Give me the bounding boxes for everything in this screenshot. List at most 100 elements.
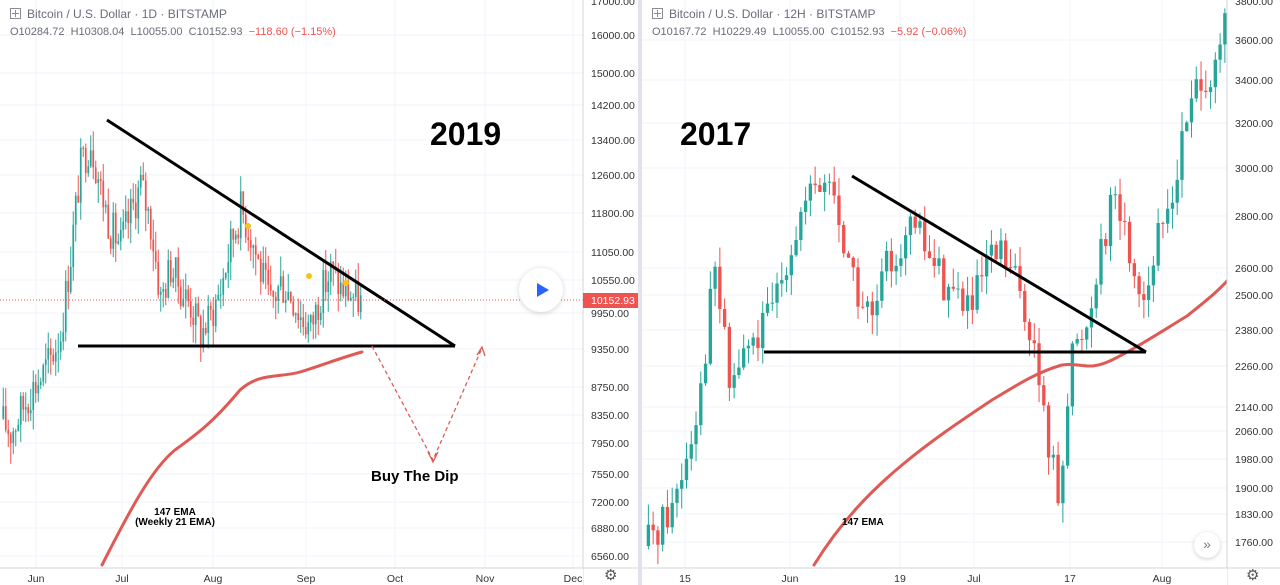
candle-body <box>1042 385 1046 406</box>
candle-body <box>42 365 45 382</box>
chart-2019-symbol: Bitcoin / U.S. Dollar · 1D · BITSTAMP <box>27 7 227 21</box>
time-tick-label: 19 <box>894 573 906 585</box>
candle-body <box>47 348 50 360</box>
candle-body <box>27 407 30 414</box>
candle-body <box>1151 265 1156 286</box>
candle-body <box>232 228 235 240</box>
candle-body <box>94 167 97 183</box>
ohlc-open-label: O10284.72 <box>10 26 65 38</box>
time-tick-label: Aug <box>204 573 223 585</box>
candle-body <box>846 253 851 258</box>
last-price-badge <box>583 293 640 308</box>
candle-body <box>322 270 325 313</box>
time-axis[interactable]: 15 Jun 19 Jul 17 Aug <box>642 567 1280 585</box>
candle-body <box>1142 294 1146 300</box>
price-tick-label: 2600.00 <box>1235 263 1273 275</box>
year-overlay-label: 2019 <box>430 116 501 152</box>
last-price-label: 10152.93 <box>591 295 635 307</box>
candle-body <box>1018 266 1022 292</box>
time-tick-label: 15 <box>679 573 691 585</box>
trendline <box>851 174 1147 354</box>
candle-body <box>656 530 660 545</box>
candle-body <box>309 315 312 323</box>
candle-body <box>713 266 717 289</box>
price-axis[interactable]: 3800.00 3600.00 3400.00 3200.00 3000.00 2800.… <box>1226 0 1280 585</box>
candle-body <box>861 306 865 308</box>
candle-body <box>284 299 287 303</box>
settings-gear-icon[interactable]: ⚙ <box>1246 567 1260 584</box>
panel-divider[interactable] <box>638 0 642 585</box>
candle-body <box>741 348 746 368</box>
candle-body <box>1008 267 1013 269</box>
candle-body <box>342 282 345 297</box>
candle-body <box>680 480 684 489</box>
candle-body <box>64 280 67 333</box>
triangle-pattern <box>78 118 456 348</box>
time-axis[interactable]: Jun Jul Aug Sep Oct Nov Dec <box>0 567 640 585</box>
candle-body <box>67 280 70 292</box>
candle-body <box>1118 194 1122 221</box>
candle-body <box>1099 239 1103 285</box>
candle-body <box>289 291 292 302</box>
candle-body <box>339 282 342 295</box>
candle-body <box>24 407 27 410</box>
candle-body <box>49 348 52 355</box>
candle-body <box>1027 322 1032 341</box>
expand-icon[interactable] <box>652 8 663 19</box>
candle-body <box>718 266 722 309</box>
candle-body <box>237 234 240 239</box>
candle-body <box>770 302 774 304</box>
candle-body <box>661 506 665 545</box>
candle-body <box>132 198 135 203</box>
candle-body <box>961 288 965 311</box>
candle-body <box>746 345 751 349</box>
chart-2019-canvas[interactable]: Buy The Dip 147 EMA(Weekly 21 EMA) 17000.0… <box>0 0 640 585</box>
candle-body <box>865 301 870 307</box>
ohlc-close-label: C10152.93 <box>188 26 243 38</box>
candle-body <box>329 261 332 282</box>
candle-body <box>842 224 846 254</box>
candle-body <box>249 240 252 248</box>
time-tick-label: Jul <box>967 573 980 585</box>
candle-body <box>884 250 889 272</box>
candle-body <box>951 286 955 289</box>
candle-body <box>69 267 72 292</box>
candle-body <box>134 202 137 219</box>
candle-body <box>37 385 40 394</box>
candle-body <box>1199 79 1203 91</box>
candle-body <box>670 502 674 528</box>
candle-body <box>975 275 979 310</box>
candle-body <box>159 291 162 295</box>
price-axis[interactable]: 17000.00 16000.00 15000.00 14200.00 13400.00… <box>582 0 640 585</box>
candle-body <box>17 424 20 431</box>
candle-body <box>837 195 841 225</box>
candle-body <box>234 234 237 240</box>
candle-body <box>7 429 10 435</box>
candle-body <box>989 244 994 256</box>
candle-body <box>29 410 32 414</box>
candle-body <box>162 289 165 292</box>
candle-body <box>727 326 732 388</box>
candle-body <box>304 326 307 335</box>
candle-body <box>932 258 936 266</box>
candle-body <box>1170 202 1175 209</box>
expand-icon[interactable] <box>10 8 21 19</box>
price-tick-label: 2260.00 <box>1235 361 1273 373</box>
candle-body <box>194 303 197 325</box>
candle-body <box>756 337 760 349</box>
scroll-to-latest-icon[interactable]: » <box>1194 532 1220 558</box>
candle-body <box>1085 327 1089 340</box>
candle-body <box>1218 44 1222 60</box>
play-icon[interactable] <box>519 268 563 312</box>
settings-gear-icon[interactable]: ⚙ <box>604 567 618 584</box>
chart-2019-header: Bitcoin / U.S. Dollar · 1D · BITSTAMP <box>10 7 227 21</box>
chart-2017-canvas[interactable]: 147 EMA 3800.00 3600.00 3400.00 3200.00 3000.… <box>642 0 1280 585</box>
ema-147-line <box>100 350 364 567</box>
price-tick-label: 2800.00 <box>1235 211 1273 223</box>
price-tick-label: 2380.00 <box>1235 325 1273 337</box>
candle-body <box>1037 343 1041 386</box>
candle-body <box>109 238 112 249</box>
candle-body <box>1104 239 1108 247</box>
candle-body <box>1108 194 1113 247</box>
candle-body <box>913 216 917 228</box>
